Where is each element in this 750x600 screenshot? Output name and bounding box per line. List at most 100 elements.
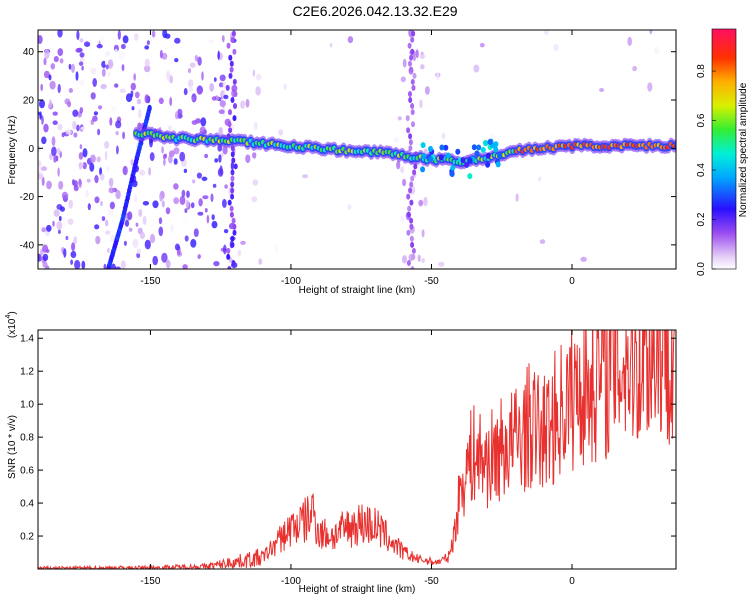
noise-cell — [52, 111, 58, 116]
band-cell — [409, 66, 414, 73]
x-tick-label: -100 — [281, 576, 301, 587]
noise-cell — [479, 43, 485, 48]
x-tick-label: -100 — [281, 276, 301, 287]
noise-cell — [219, 165, 223, 175]
trace-scatter — [483, 140, 489, 147]
streak-cell — [147, 104, 152, 112]
noise-cell — [100, 200, 103, 207]
trace-scatter — [493, 146, 499, 153]
noise-cell — [80, 126, 86, 131]
band-cell — [232, 78, 237, 85]
noise-cell — [653, 46, 660, 55]
noise-cell — [187, 68, 192, 74]
noise-cell — [182, 264, 188, 269]
snr-y-scale-exp: 4 — [5, 315, 12, 319]
snr-x-ticks: -150 -100 -50 0 — [140, 330, 575, 587]
noise-cell — [114, 83, 119, 88]
noise-cell — [396, 160, 401, 170]
noise-cell — [252, 152, 257, 159]
x-tick-label: -150 — [140, 276, 160, 287]
noise-cell — [219, 100, 226, 108]
colorbar: 0.0 0.2 0.4 0.6 0.8 Normalized spectral ampl… — [696, 28, 749, 276]
noise-cell — [42, 244, 49, 253]
noise-cell — [81, 65, 84, 71]
noise-cell — [134, 33, 139, 41]
x-tick-label: -150 — [140, 576, 160, 587]
trace-scatter — [421, 153, 427, 159]
colorbar-tick-label: 0.4 — [696, 163, 707, 177]
noise-cell — [48, 74, 52, 81]
noise-cell — [173, 158, 178, 165]
band-cell — [406, 229, 411, 236]
noise-cell — [164, 153, 168, 159]
trace-scatter — [438, 154, 444, 161]
noise-cell — [38, 173, 44, 180]
noise-cell — [418, 199, 424, 207]
trace-scatter — [487, 139, 493, 145]
noise-cell — [302, 174, 309, 179]
noise-cell — [46, 118, 53, 124]
noise-cell — [209, 83, 215, 92]
noise-cell — [158, 226, 164, 237]
noise-cell — [65, 235, 69, 241]
noise-cell — [53, 209, 60, 217]
noise-cell — [197, 211, 204, 216]
noise-cell — [61, 132, 65, 138]
noise-cell — [129, 220, 133, 225]
noise-cell — [190, 238, 197, 248]
noise-cell — [83, 253, 88, 262]
noise-cell — [180, 55, 186, 60]
band-cell — [409, 217, 414, 224]
trace-scatter — [420, 166, 426, 173]
band-cell — [409, 54, 414, 61]
band-cell — [227, 266, 232, 269]
noise-cell — [146, 40, 150, 45]
noise-cell — [108, 177, 114, 187]
y-tick-label: -20 — [20, 192, 35, 203]
noise-cell — [204, 208, 208, 213]
band-cell — [412, 72, 417, 79]
noise-cell — [104, 196, 111, 203]
band-cell — [412, 169, 417, 176]
noise-cell — [108, 187, 115, 194]
noise-cell — [104, 141, 110, 149]
band-cell — [230, 187, 235, 194]
noise-cell — [139, 169, 146, 176]
noise-cell — [57, 147, 61, 155]
noise-cell — [122, 165, 128, 176]
noise-cell — [85, 189, 89, 198]
trace-scatter — [464, 161, 470, 168]
noise-cell — [44, 49, 50, 60]
noise-cell — [222, 81, 227, 89]
noise-cell — [165, 207, 171, 215]
noise-cell — [115, 120, 122, 129]
x-tick-label: 0 — [569, 576, 575, 587]
noise-cell — [65, 129, 73, 135]
noise-cell — [90, 92, 96, 100]
noise-cell — [190, 202, 195, 209]
band-cell — [410, 241, 415, 248]
band-cell — [230, 181, 235, 188]
noise-cell — [208, 39, 214, 44]
noise-cell — [71, 242, 76, 252]
band-cell — [408, 133, 413, 140]
noise-cell — [174, 111, 179, 120]
noise-cell — [99, 173, 105, 181]
band-cell — [227, 121, 232, 128]
band-cell — [233, 91, 238, 97]
noise-cell — [122, 131, 125, 140]
noise-cell — [49, 80, 56, 90]
noise-cell — [158, 97, 164, 105]
noise-cell — [72, 120, 77, 130]
band-cell — [229, 66, 234, 73]
noise-cell — [78, 178, 82, 187]
noise-cell — [144, 239, 151, 250]
noise-cell — [39, 99, 45, 109]
noise-cell — [275, 245, 278, 254]
noise-cell — [186, 190, 190, 198]
snr-y-label: SNR (10 * v/v) — [7, 415, 18, 479]
noise-cell — [97, 128, 101, 136]
spectrogram-frame — [37, 29, 677, 270]
band-cell — [411, 84, 416, 91]
y-tick-label: 20 — [23, 96, 35, 107]
